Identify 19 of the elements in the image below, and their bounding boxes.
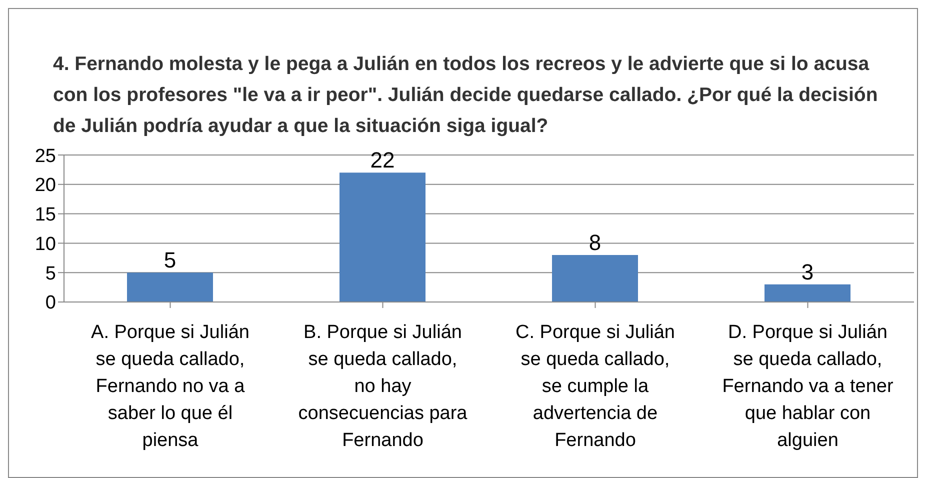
x-tick-label: B. Porque si Julián se queda callado, no hay consecuencias para Fernando (298, 322, 468, 451)
bar (340, 172, 426, 302)
data-label: 5 (164, 248, 176, 273)
bar (552, 254, 638, 302)
y-tick-label: 15 (34, 204, 56, 226)
y-tick-label: 20 (34, 175, 56, 196)
data-label: 22 (370, 148, 395, 173)
x-tick-label: D. Porque si Julián se queda callado, Fernando va a tener que hablar con alguien (722, 322, 894, 451)
y-tick-label: 5 (45, 263, 56, 284)
bar (764, 284, 850, 302)
y-tick-label: 10 (34, 234, 56, 255)
bar (127, 272, 213, 302)
y-tick-label: 0 (45, 292, 56, 314)
x-tick-label: C. Porque si Julián se queda callado, se cumple la advertencia de Fernando (516, 322, 675, 451)
chart-title: 4. Fernando molesta y le pega a Julián en todos los recreos y le advierte que si lo acusa con los profesores "le va a ir peor". Julián decide quedarse callado. ¿Por qué la decisión de Julián podría ayudar a que la situación siga igual? (53, 52, 879, 139)
data-label: 8 (588, 230, 602, 255)
x-tick-label: A. Porque si Julián se queda callado, Fernando no va a saber lo que él piensa (91, 322, 250, 451)
y-tick-label: 25 (34, 146, 56, 167)
data-label: 3 (801, 259, 814, 284)
